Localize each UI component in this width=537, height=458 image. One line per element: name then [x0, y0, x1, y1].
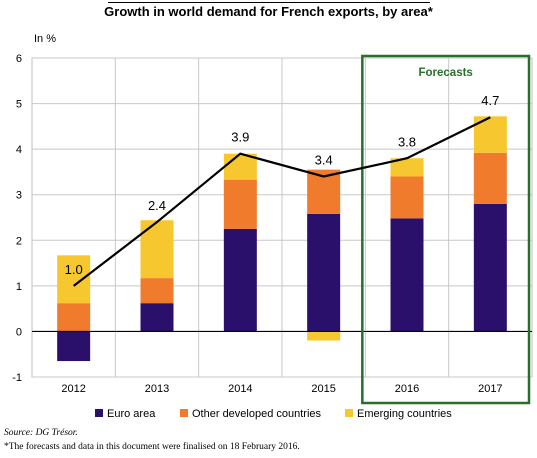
x-tick-label: 2015: [311, 383, 335, 395]
y-tick-label: 3: [16, 190, 22, 202]
bar-segment: [223, 228, 257, 332]
x-tick-label: 2017: [478, 383, 502, 395]
bar-segment: [57, 303, 91, 332]
x-tick-label: 2012: [61, 383, 85, 395]
bar-segment: [223, 179, 257, 229]
forecast-footnote: *The forecasts and data in this document…: [4, 442, 300, 452]
axes: 6 5 4 3 2 1 0 -1 In % 2012 2013 2014 2015 2016 2017: [12, 33, 532, 395]
source-note: Source: DG Trésor.: [4, 428, 78, 438]
bar-segment: [390, 218, 424, 332]
legend-swatch: [95, 409, 103, 417]
bar-segment: [57, 331, 91, 362]
bar-segment: [307, 213, 341, 332]
bar-segment: [223, 153, 257, 180]
y-axis-label: In %: [34, 33, 56, 45]
bar-segment: [473, 152, 507, 204]
y-tick-label: 5: [16, 99, 22, 111]
total-data-label: 3.9: [231, 130, 249, 145]
bar-segment: [390, 158, 424, 177]
total-line-group: 1.0 2.4 3.9 3.4 3.8 4.7: [65, 93, 499, 287]
total-line: [72, 116, 491, 287]
bar-segment: [307, 331, 341, 341]
total-data-label: 4.7: [481, 93, 499, 108]
bar-segment: [390, 176, 424, 219]
legend-label: Other developed countries: [192, 408, 322, 420]
y-tick-label: 0: [16, 326, 22, 338]
x-tick-label: 2016: [395, 383, 419, 395]
x-tick-label: 2013: [145, 383, 169, 395]
title-rule: [108, 2, 430, 3]
bar-segment: [140, 278, 174, 304]
legend-swatch: [345, 409, 353, 417]
y-tick-label: 2: [16, 235, 22, 247]
y-tick-label: -1: [12, 372, 22, 384]
bar-segment: [473, 203, 507, 332]
x-tick-label: 2014: [228, 383, 252, 395]
y-tick-label: 6: [16, 53, 22, 65]
forecast-label: Forecasts: [418, 67, 472, 79]
legend-swatch: [180, 409, 188, 417]
legend-label: Euro area: [107, 408, 156, 420]
total-data-label: 3.8: [398, 134, 416, 149]
grid: [31, 57, 533, 378]
forecast-box: [361, 54, 531, 405]
total-data-label: 3.4: [315, 152, 333, 167]
legend-label: Emerging countries: [357, 408, 452, 420]
bar-segment: [140, 303, 174, 332]
total-data-label: 1.0: [65, 262, 83, 277]
legend: Euro area Other developed countries Emergi…: [95, 408, 452, 420]
bar-segment: [57, 255, 91, 304]
y-tick-label: 1: [16, 281, 22, 293]
y-tick-label: 4: [16, 144, 22, 156]
forecast-region: Forecasts: [361, 54, 531, 405]
bar-segment: [140, 220, 174, 279]
chart-title: Growth in world demand for French export…: [104, 4, 433, 19]
total-data-label: 2.4: [148, 198, 166, 213]
